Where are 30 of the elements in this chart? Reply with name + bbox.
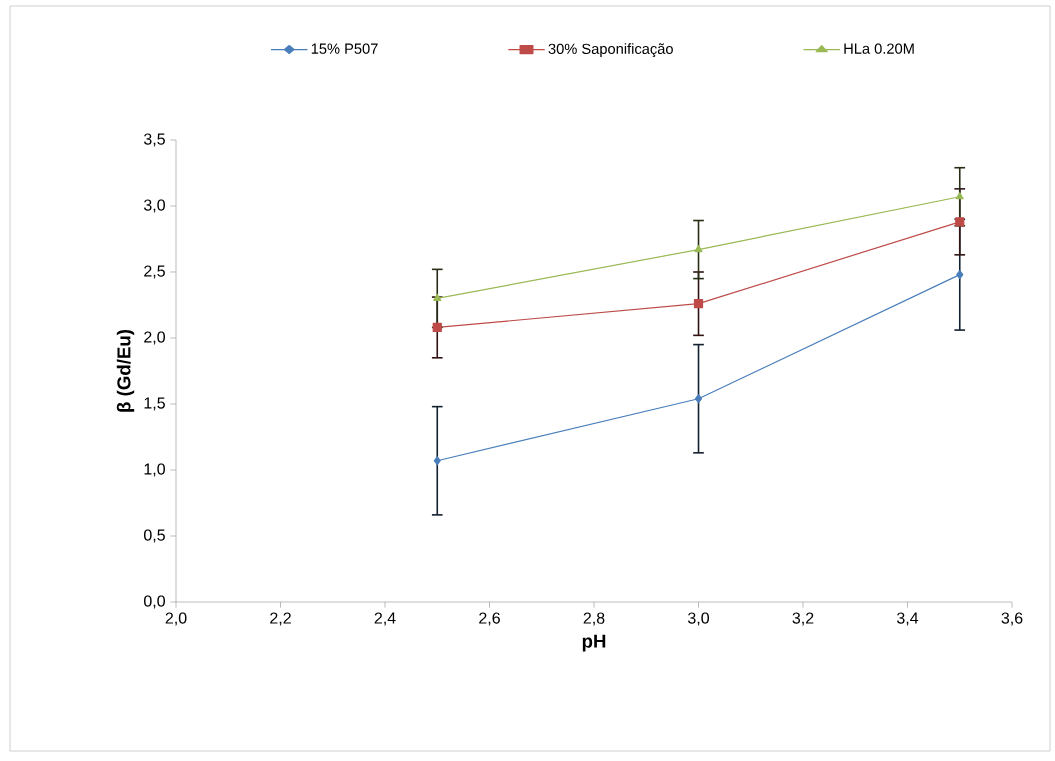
legend-label: 15% P507 xyxy=(311,43,378,54)
y-tick-label: 0,5 xyxy=(143,529,165,543)
y-tick-label: 3,5 xyxy=(143,133,165,147)
y-tick-label: 1,0 xyxy=(144,463,165,477)
x-axis-title: pH xyxy=(582,634,606,652)
x-tick-label: 2,2 xyxy=(270,612,291,626)
x-tick-label: 2,8 xyxy=(583,612,605,626)
point xyxy=(955,217,965,227)
point xyxy=(694,394,703,404)
y-tick-label: 2,0 xyxy=(144,331,165,345)
y-tick-label: 0,0 xyxy=(143,595,165,609)
point xyxy=(433,456,441,466)
x-tick-label: 3,4 xyxy=(897,612,919,626)
y-tick-label: 2,5 xyxy=(144,265,165,279)
point xyxy=(955,192,964,200)
y-axis-title: β (Gd/Eu) xyxy=(116,329,135,412)
point xyxy=(956,270,964,280)
legend-label: HLa 0.20M xyxy=(844,43,914,54)
x-tick-label: 2,4 xyxy=(374,612,396,626)
point xyxy=(694,244,703,253)
x-tick-label: 3,6 xyxy=(1001,612,1023,626)
x-tick-label: 3,0 xyxy=(688,612,710,626)
point xyxy=(693,299,704,309)
x-tick-label: 2,0 xyxy=(165,612,187,626)
legend-label: 30% Saponificação xyxy=(548,43,673,57)
x-tick-label: 2,6 xyxy=(479,612,500,626)
x-tick-label: 3,2 xyxy=(792,612,814,626)
y-tick-label: 3,0 xyxy=(143,199,165,213)
point xyxy=(432,322,442,333)
y-tick-label: 1,5 xyxy=(144,397,165,411)
